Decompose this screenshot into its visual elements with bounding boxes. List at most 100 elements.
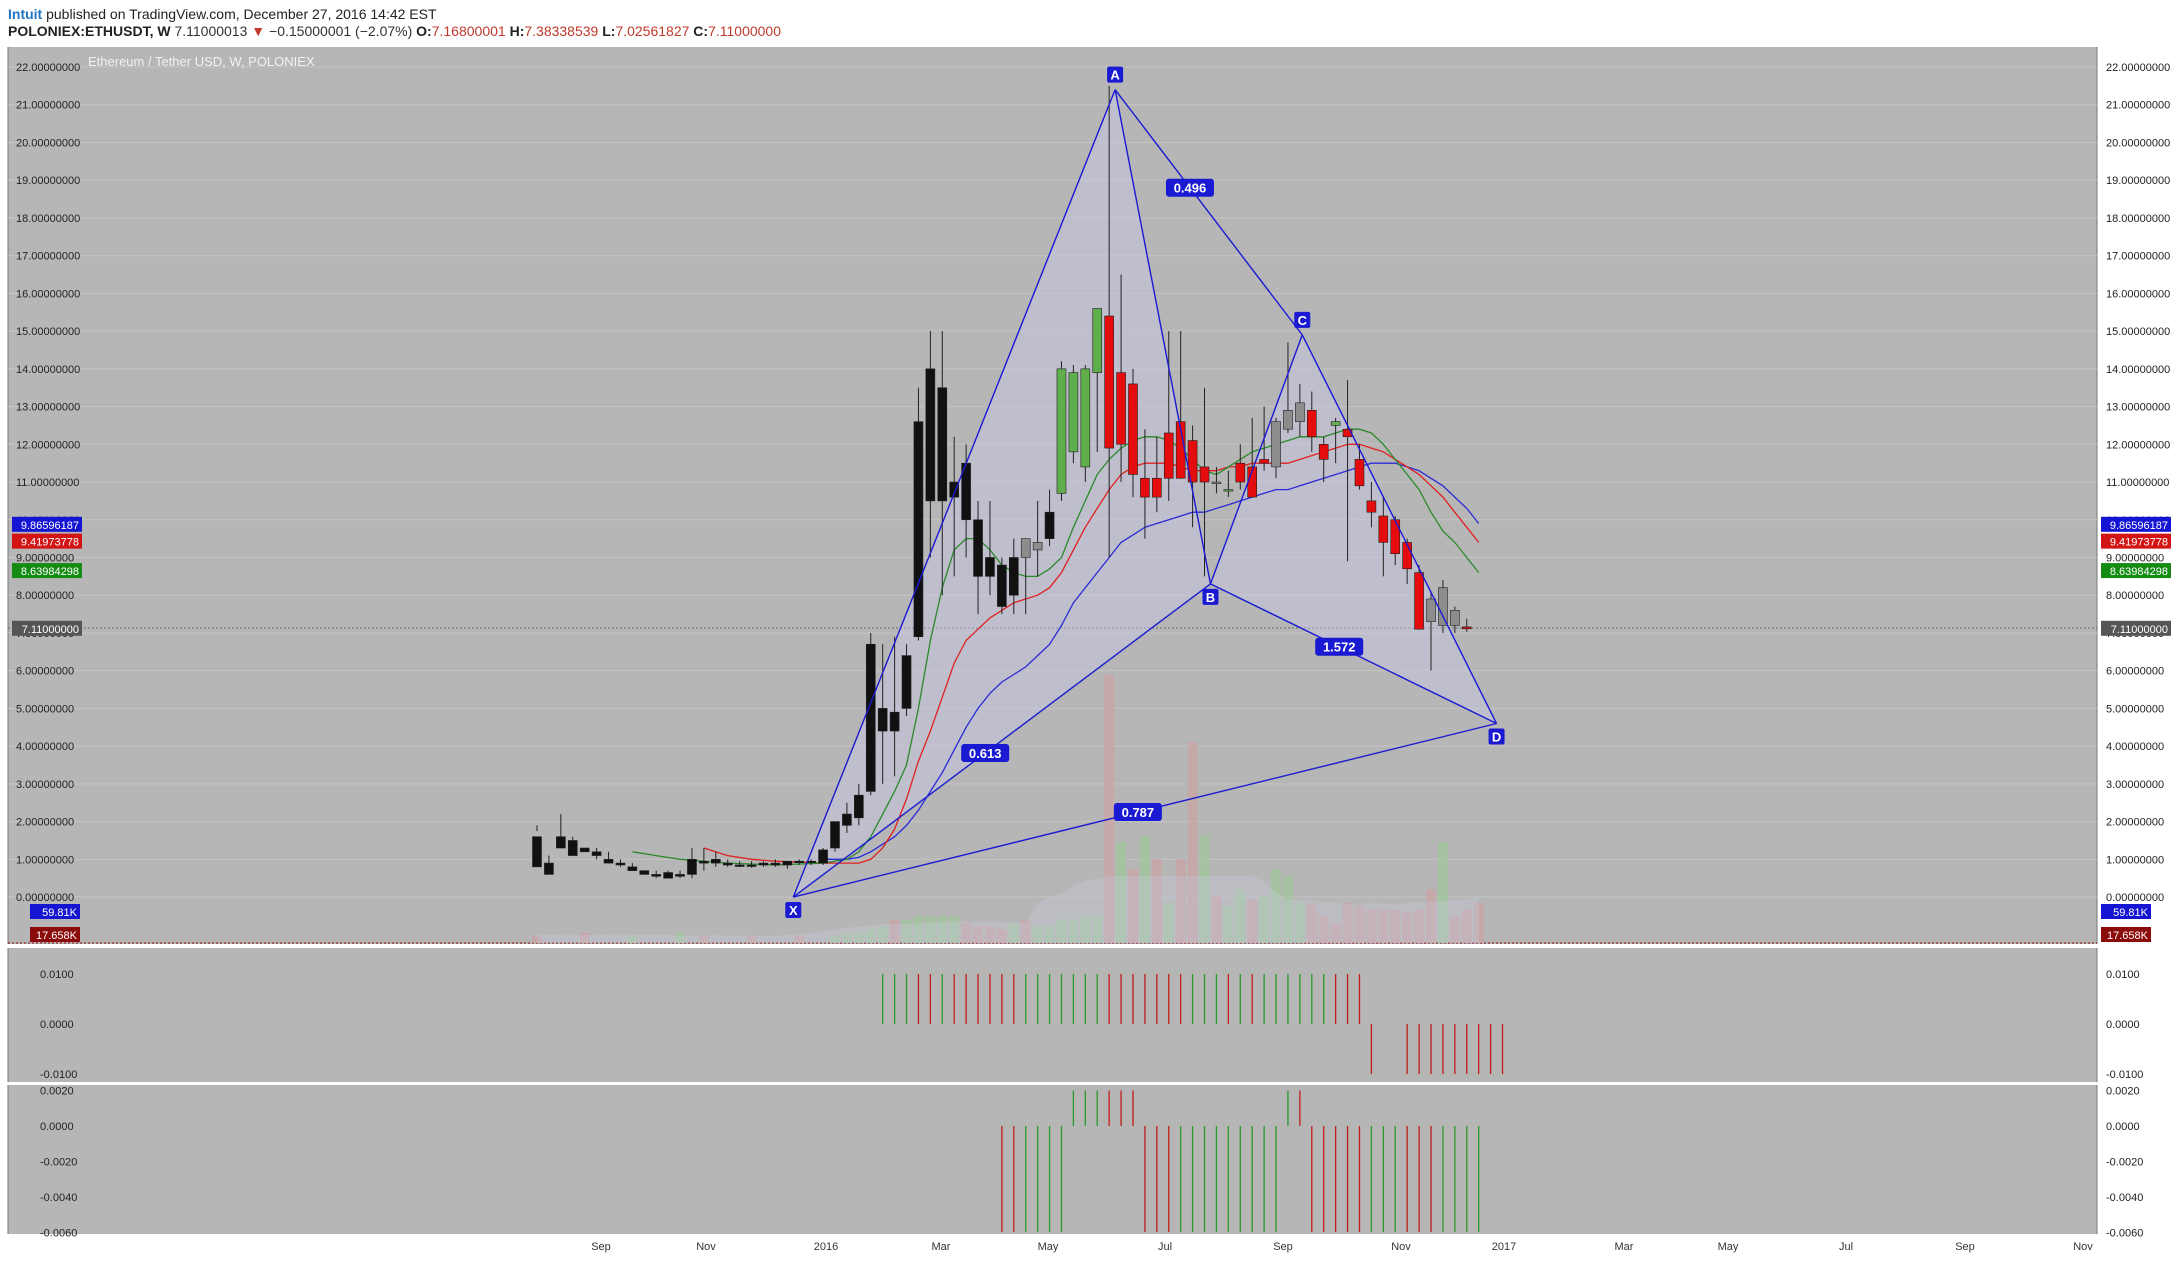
candle-body[interactable]: [997, 564, 1007, 607]
candle-body[interactable]: [925, 368, 936, 502]
candle-body[interactable]: [663, 872, 673, 879]
candle-body[interactable]: [544, 862, 554, 875]
candle-body[interactable]: [722, 862, 733, 866]
candle-body[interactable]: [1128, 383, 1138, 475]
y-tick-label-left: 5.00000000: [16, 703, 74, 715]
candle-body[interactable]: [1414, 572, 1424, 630]
y-tick-label-right: 20.00000000: [2106, 137, 2170, 149]
last-price: 7.11000013: [174, 23, 248, 39]
ratio-badge[interactable]: [1113, 803, 1162, 822]
candle-body[interactable]: [1008, 557, 1019, 596]
ratio-badge[interactable]: [961, 744, 1010, 763]
candle-body[interactable]: [794, 860, 805, 864]
ratio-badge[interactable]: [1165, 178, 1214, 197]
candle-body[interactable]: [734, 864, 745, 867]
candle-body[interactable]: [639, 870, 650, 875]
x-tick-label: Sep: [591, 1241, 611, 1253]
candle-body[interactable]: [1318, 443, 1329, 460]
candle-body[interactable]: [1450, 610, 1460, 626]
pattern-line-xa: [792, 89, 1116, 898]
candle-body[interactable]: [1295, 402, 1305, 422]
candle-body[interactable]: [1235, 462, 1246, 483]
candle-body[interactable]: [758, 862, 769, 866]
candle-body[interactable]: [591, 851, 602, 856]
candle-body[interactable]: [1104, 315, 1114, 449]
candle-body[interactable]: [1354, 459, 1365, 487]
candle-body[interactable]: [889, 711, 900, 732]
candle-body[interactable]: [1163, 432, 1174, 479]
candle-body[interactable]: [579, 847, 590, 853]
x-tick-label: Sep: [1273, 1241, 1293, 1253]
candle-body[interactable]: [1378, 515, 1389, 543]
candle-body[interactable]: [1211, 481, 1222, 484]
candle-body[interactable]: [1152, 477, 1162, 498]
candle-body[interactable]: [746, 864, 757, 867]
candle-body[interactable]: [1438, 587, 1448, 626]
pattern-point-x[interactable]: [785, 902, 802, 919]
candle-body[interactable]: [1283, 410, 1293, 430]
ratio-badge[interactable]: [1315, 637, 1364, 656]
candle-body[interactable]: [1092, 308, 1103, 373]
candle-body[interactable]: [615, 862, 626, 866]
candle-body[interactable]: [830, 821, 840, 849]
candle-body[interactable]: [782, 860, 793, 866]
candle-body[interactable]: [675, 874, 685, 877]
candle-body[interactable]: [1426, 598, 1436, 622]
candle-body[interactable]: [627, 866, 638, 871]
candle-body[interactable]: [937, 387, 948, 502]
candle-body[interactable]: [818, 849, 828, 864]
candle-body[interactable]: [865, 643, 876, 792]
volume-bar: [1104, 675, 1115, 943]
volume-bar: [1294, 902, 1305, 943]
candle-body[interactable]: [854, 794, 864, 819]
candle-body[interactable]: [1116, 372, 1126, 445]
candle-body[interactable]: [1223, 489, 1234, 492]
candle-body[interactable]: [567, 840, 578, 856]
candle-body[interactable]: [1390, 519, 1401, 555]
candle-body[interactable]: [985, 557, 995, 577]
pattern-point-d[interactable]: [1488, 728, 1505, 745]
candle-body[interactable]: [1366, 500, 1377, 513]
pattern-point-b[interactable]: [1202, 588, 1219, 605]
pattern-point-c[interactable]: [1294, 311, 1311, 328]
candle-body[interactable]: [1187, 440, 1198, 483]
candles[interactable]: [532, 85, 1472, 879]
candle-body[interactable]: [603, 859, 614, 864]
candle-body[interactable]: [1056, 368, 1067, 494]
candle-body[interactable]: [1307, 410, 1317, 438]
candle-body[interactable]: [842, 813, 852, 826]
volume-bar: [1020, 919, 1031, 943]
candle-body[interactable]: [556, 836, 566, 849]
candle-body[interactable]: [1199, 466, 1210, 483]
candle-body[interactable]: [651, 874, 662, 877]
candle-body[interactable]: [913, 421, 924, 638]
candle-body[interactable]: [770, 862, 781, 866]
pattern-point-a[interactable]: [1107, 66, 1124, 83]
candle-body[interactable]: [1402, 542, 1412, 570]
candle-body[interactable]: [687, 859, 697, 875]
author-link[interactable]: Intuit: [8, 6, 43, 22]
candle-body[interactable]: [949, 481, 960, 498]
y-tick-label-left: 21.00000000: [16, 100, 80, 112]
candle-body[interactable]: [901, 655, 912, 709]
candle-body[interactable]: [973, 519, 983, 577]
candle-body[interactable]: [877, 708, 888, 732]
candle-body[interactable]: [1068, 372, 1079, 453]
candle-body[interactable]: [532, 836, 542, 868]
candle-body[interactable]: [1020, 538, 1031, 558]
candle-body[interactable]: [710, 859, 721, 864]
low-label: L:: [602, 23, 616, 39]
volume-label-box: [2101, 927, 2151, 942]
candle-body[interactable]: [699, 860, 709, 864]
candle-body[interactable]: [1271, 421, 1281, 468]
symbol-label[interactable]: POLONIEX:ETHUSDT, W: [8, 23, 171, 39]
candle-body[interactable]: [1330, 421, 1341, 426]
candle-body[interactable]: [1080, 368, 1091, 468]
candle-body[interactable]: [1044, 511, 1055, 539]
candle-body[interactable]: [1461, 626, 1472, 630]
candle-body[interactable]: [1032, 542, 1043, 551]
candle-body[interactable]: [1259, 459, 1269, 464]
harmonic-pattern[interactable]: X A B C D 0.613 0.496 1.572 0.787: [785, 66, 1505, 919]
candle-body[interactable]: [1140, 477, 1150, 498]
